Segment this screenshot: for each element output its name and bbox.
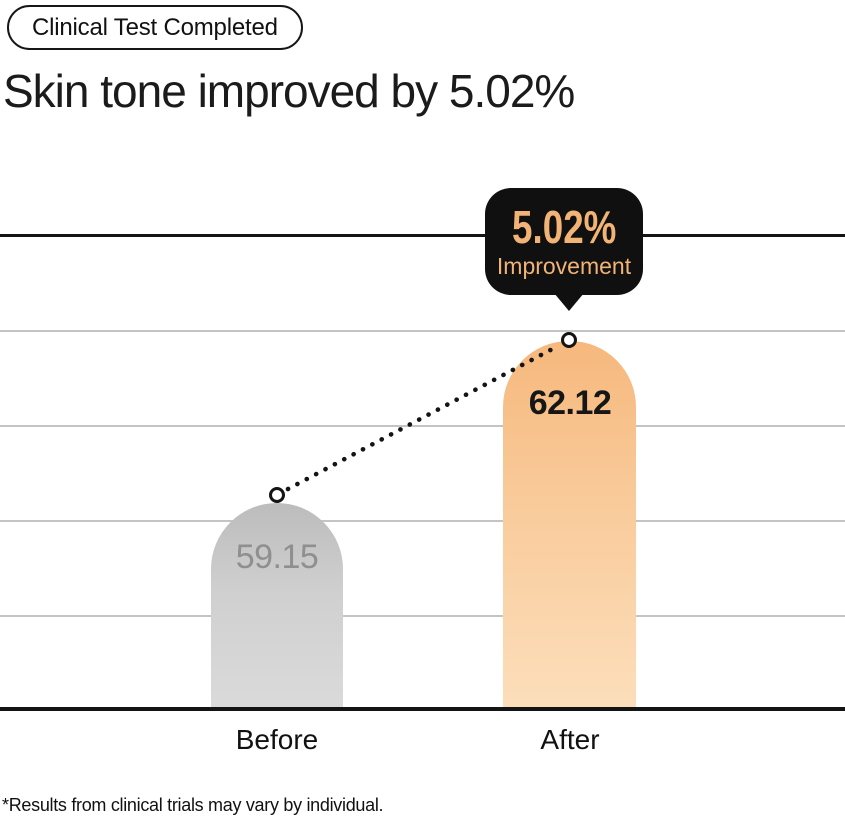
improvement-callout: 5.02% Improvement [485, 188, 643, 295]
category-label-after: After [540, 724, 600, 755]
bar-value-after: 62.12 [528, 384, 612, 422]
bar-before [211, 503, 343, 707]
clinical-test-badge: Clinical Test Completed [7, 5, 303, 50]
chart-baseline [0, 707, 845, 711]
bar-value-before: 59.15 [235, 538, 319, 576]
callout-tail [554, 293, 584, 311]
clinical-test-badge-label: Clinical Test Completed [32, 13, 278, 41]
gridline [0, 615, 845, 617]
gridline [0, 330, 845, 332]
improvement-callout-label: Improvement [496, 252, 632, 279]
data-point-marker-before [269, 487, 285, 503]
improvement-callout-value: 5.02% [511, 200, 617, 253]
gridline [0, 520, 845, 522]
footnote: *Results from clinical trials may vary b… [2, 795, 384, 815]
gridline [0, 425, 845, 427]
category-label-before: Before [235, 724, 319, 755]
chart-top-line [0, 234, 845, 237]
page-title: Skin tone improved by 5.02% [3, 65, 575, 117]
